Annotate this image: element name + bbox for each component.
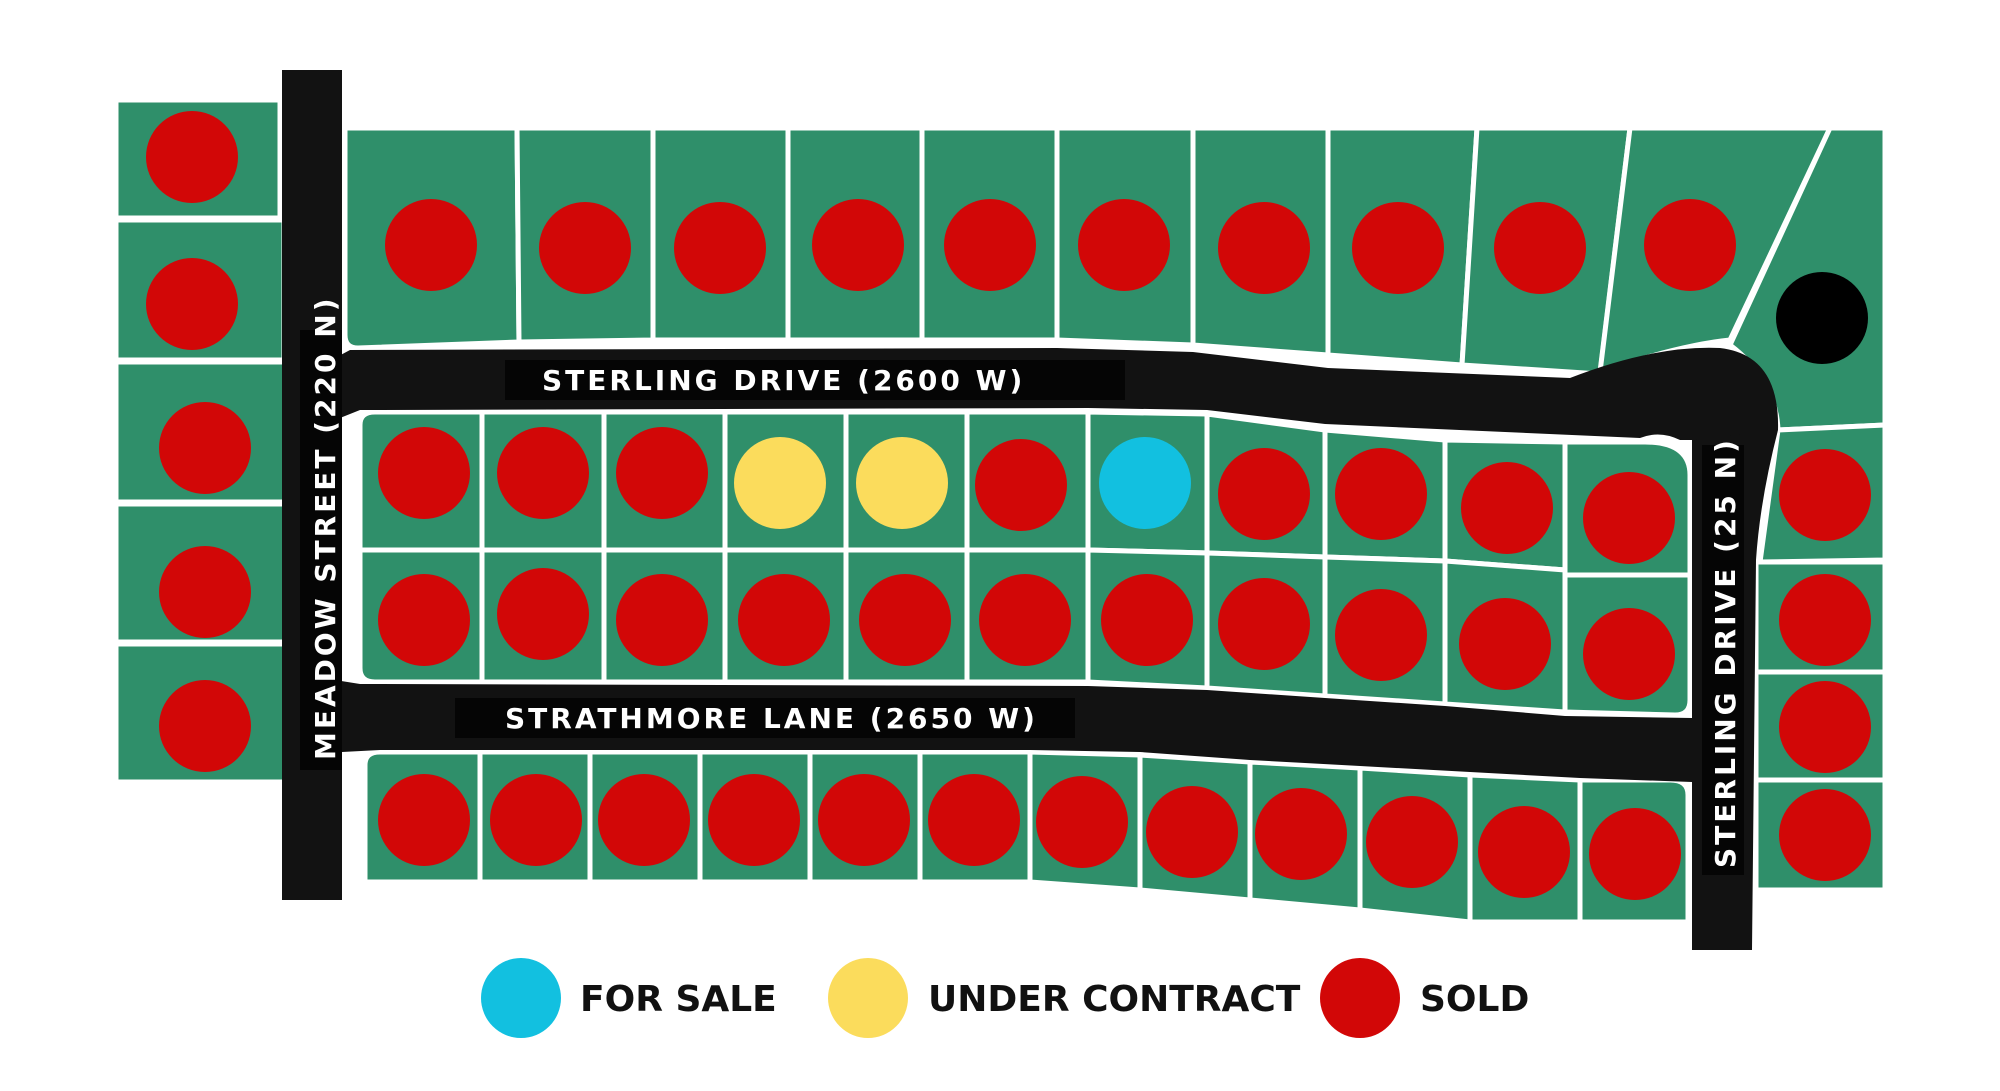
legend: FOR SALE UNDER CONTRACT SOLD <box>481 958 1529 1038</box>
lot-marker-north-row-1-sold <box>385 199 477 291</box>
lot-marker-block-upper-1-sold <box>378 427 470 519</box>
lot-marker-west-column-5-sold <box>159 680 251 772</box>
lot-marker-south-row-10-sold <box>1366 796 1458 888</box>
lot-marker-block-upper-10-sold <box>1461 462 1553 554</box>
lot-marker-block-upper-5-under-contract <box>856 437 948 529</box>
lot-marker-block-upper-11-sold <box>1583 472 1675 564</box>
lot-marker-north-row-10-sold <box>1644 199 1736 291</box>
lot-marker-south-row-1-sold <box>378 774 470 866</box>
lot-marker-block-upper-7-for-sale <box>1099 437 1191 529</box>
lot-marker-south-row-7-sold <box>1036 776 1128 868</box>
legend-for-sale-label: FOR SALE <box>580 979 777 1020</box>
lot-marker-west-column-4-sold <box>159 546 251 638</box>
legend-under-contract-label: UNDER CONTRACT <box>928 979 1301 1020</box>
lot-marker-block-lower-1-sold <box>378 574 470 666</box>
lot-marker-south-row-9-sold <box>1255 788 1347 880</box>
lot-marker-north-row-7-sold <box>1218 202 1310 294</box>
street-label-sterling-north: STERLING DRIVE (2600 W) <box>542 364 1025 397</box>
lot-marker-block-upper-9-sold <box>1335 448 1427 540</box>
lot-marker-east-column-3-sold <box>1779 681 1871 773</box>
label-box-strathmore <box>455 698 1075 738</box>
lot-marker-south-row-4-sold <box>708 774 800 866</box>
lot-marker-south-row-8-sold <box>1146 786 1238 878</box>
lot-marker-north-row-8-sold <box>1352 202 1444 294</box>
lot-marker-north-row-5-sold <box>944 199 1036 291</box>
legend-for-sale-dot <box>481 958 561 1038</box>
label-box-sterling-north <box>505 360 1125 400</box>
lot-marker-south-row-12-sold <box>1589 808 1681 900</box>
lot-marker-north-row-11-special <box>1776 272 1868 364</box>
lot-marker-block-upper-4-under-contract <box>734 437 826 529</box>
lot-marker-block-upper-8-sold <box>1218 448 1310 540</box>
lot-marker-block-lower-4-sold <box>738 574 830 666</box>
lot-marker-block-lower-6-sold <box>979 574 1071 666</box>
lot-marker-block-lower-2-sold <box>497 568 589 660</box>
lot-marker-north-row-9-sold <box>1494 202 1586 294</box>
lot-marker-block-upper-6-sold <box>975 439 1067 531</box>
legend-under-contract-dot <box>828 958 908 1038</box>
lot-marker-block-lower-3-sold <box>616 574 708 666</box>
lot-marker-block-lower-10-sold <box>1459 598 1551 690</box>
lot-marker-block-lower-5-sold <box>859 574 951 666</box>
lot-marker-north-row-2-sold <box>539 202 631 294</box>
lot-marker-block-lower-7-sold <box>1101 574 1193 666</box>
lot-marker-block-lower-11-sold <box>1583 608 1675 700</box>
lot-marker-west-column-2-sold <box>146 258 238 350</box>
legend-sold-dot <box>1320 958 1400 1038</box>
lot-marker-south-row-6-sold <box>928 774 1020 866</box>
lot-marker-west-column-3-sold <box>159 402 251 494</box>
lot-marker-north-row-6-sold <box>1078 199 1170 291</box>
street-label-strathmore: STRATHMORE LANE (2650 W) <box>505 702 1038 735</box>
lot-marker-south-row-5-sold <box>818 774 910 866</box>
lot-status-markers <box>146 111 1871 900</box>
lot-marker-south-row-11-sold <box>1478 806 1570 898</box>
lot-marker-block-lower-9-sold <box>1335 589 1427 681</box>
legend-sold-label: SOLD <box>1420 979 1529 1020</box>
lot-marker-north-row-4-sold <box>812 199 904 291</box>
lot-marker-south-row-3-sold <box>598 774 690 866</box>
lot-marker-east-column-2-sold <box>1779 574 1871 666</box>
lot-marker-east-column-1-sold <box>1779 449 1871 541</box>
label-box-sterling-east <box>1702 445 1744 875</box>
lot-marker-west-column-1-sold <box>146 111 238 203</box>
lot-marker-east-column-4-sold <box>1779 789 1871 881</box>
lot-marker-block-upper-3-sold <box>616 427 708 519</box>
street-label-sterling-east: STERLING DRIVE (25 N) <box>1709 437 1742 868</box>
label-box-meadow <box>300 330 342 770</box>
lot-marker-block-upper-2-sold <box>497 427 589 519</box>
lot-marker-south-row-2-sold <box>490 774 582 866</box>
lot-marker-block-lower-8-sold <box>1218 578 1310 670</box>
street-label-meadow: MEADOW STREET (220 N) <box>309 296 342 761</box>
lot-marker-north-row-3-sold <box>674 202 766 294</box>
